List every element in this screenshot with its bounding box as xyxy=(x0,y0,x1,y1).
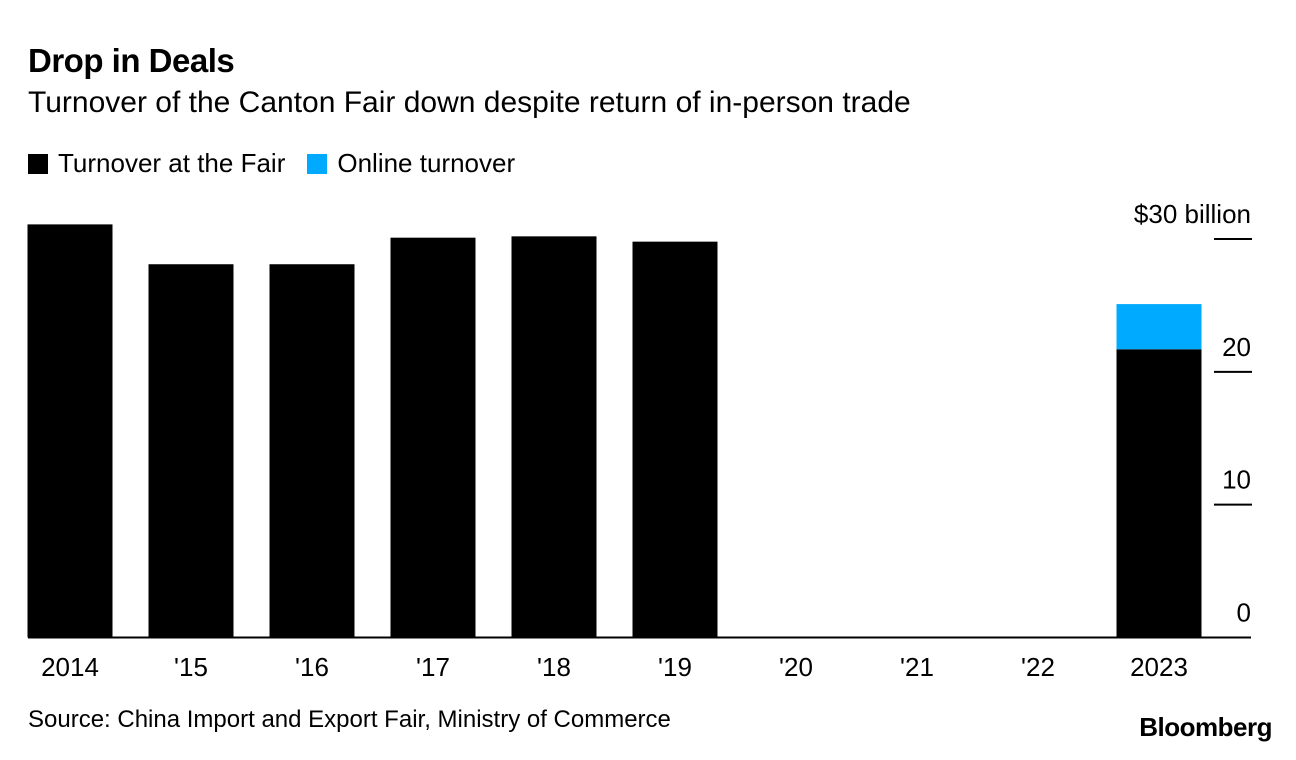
y-tick-label: 20 xyxy=(1222,332,1251,362)
chart-subtitle: Turnover of the Canton Fair down despite… xyxy=(28,86,911,119)
x-tick-label: '17 xyxy=(416,652,450,682)
x-tick-label: 2014 xyxy=(41,652,99,682)
x-tick-label: '20 xyxy=(779,652,813,682)
bar-fair-2014 xyxy=(27,224,113,638)
x-tick-label: '18 xyxy=(537,652,571,682)
x-tick-label: '21 xyxy=(900,652,934,682)
x-tick-label: '22 xyxy=(1021,652,1055,682)
x-tick-label: '15 xyxy=(174,652,208,682)
source-note: Source: China Import and Export Fair, Mi… xyxy=(28,706,671,733)
legend-label-fair: Turnover at the Fair xyxy=(58,148,286,178)
legend-swatch-fair xyxy=(28,153,48,174)
bar-fair-17 xyxy=(390,237,476,638)
y-tick-label: 10 xyxy=(1222,465,1251,495)
bar-fair-18 xyxy=(511,236,597,638)
x-tick-label: 2023 xyxy=(1130,652,1188,682)
bar-fair-19 xyxy=(632,241,718,638)
legend-swatch-online xyxy=(307,153,328,174)
legend-item-fair: Turnover at the Fair xyxy=(28,148,285,179)
legend: Turnover at the Fair Online turnover xyxy=(28,148,515,179)
bloomberg-logo: Bloomberg xyxy=(1139,712,1272,742)
chart-title: Drop in Deals xyxy=(28,42,235,79)
bar-fair-15 xyxy=(148,264,234,638)
x-tick-label: '19 xyxy=(658,652,692,682)
bar-fair-2023 xyxy=(1116,349,1202,638)
x-tick-label: '16 xyxy=(295,652,329,682)
legend-label-online: Online turnover xyxy=(337,148,516,178)
bar-online-2023 xyxy=(1116,304,1202,350)
y-tick-label: $30 billion xyxy=(1134,199,1251,229)
bar-fair-16 xyxy=(269,264,355,638)
legend-item-online: Online turnover xyxy=(307,148,515,179)
y-tick-label: 0 xyxy=(1237,598,1251,628)
